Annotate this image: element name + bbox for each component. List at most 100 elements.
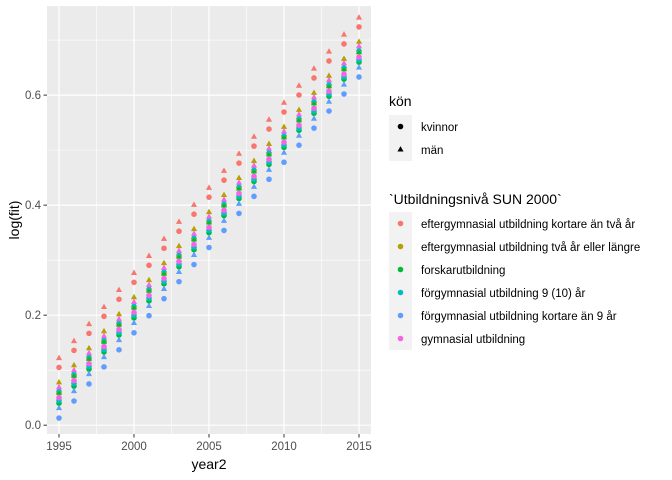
data-point — [100, 327, 108, 334]
data-point — [341, 91, 347, 97]
data-point — [265, 166, 273, 172]
data-point — [296, 122, 302, 129]
data-point — [205, 234, 213, 240]
data-point — [176, 258, 182, 265]
data-point — [295, 132, 303, 138]
data-point — [325, 76, 333, 83]
data-point — [280, 123, 288, 129]
data-point — [235, 174, 243, 181]
data-point — [281, 139, 287, 146]
y-axis-title: log(fit) — [6, 201, 22, 240]
data-point — [85, 355, 93, 361]
legend-label: förgymnasial utbildning kortare än 9 år — [421, 311, 617, 323]
data-point — [86, 381, 92, 387]
data-point — [206, 224, 212, 231]
data-point — [191, 261, 197, 268]
data-point — [355, 42, 363, 49]
data-point — [355, 48, 363, 55]
data-point — [281, 109, 287, 115]
data-point — [356, 74, 362, 80]
data-point — [220, 202, 228, 208]
data-point — [280, 128, 288, 134]
data-point — [130, 304, 138, 310]
data-point — [131, 329, 137, 336]
data-point — [175, 218, 183, 224]
legend-label: eftergymnasial utbildning två år eller l… — [421, 242, 640, 254]
x-tick-label: 2000 — [121, 441, 147, 453]
data-point — [235, 200, 243, 206]
data-point — [310, 93, 318, 100]
color-legend-keys: eftergymnasial utbildning kortare än två… — [389, 212, 640, 350]
data-point — [280, 99, 288, 105]
data-point — [355, 38, 363, 44]
data-point — [340, 62, 348, 68]
data-point — [191, 211, 197, 217]
x-tick-label: 2015 — [346, 441, 372, 453]
data-point — [340, 55, 348, 61]
shape-legend-title: kön — [389, 93, 412, 109]
legend-label: forskarutbildning — [421, 265, 505, 277]
data-point — [221, 227, 227, 234]
data-point — [175, 253, 183, 259]
data-point — [251, 143, 257, 149]
legend-key-color — [397, 312, 404, 319]
data-point — [341, 41, 347, 47]
data-point — [250, 162, 258, 168]
data-point — [296, 142, 302, 148]
data-point — [340, 59, 348, 66]
data-point — [146, 292, 152, 299]
data-point — [310, 65, 318, 71]
legend-key-color — [397, 266, 404, 273]
data-point — [70, 366, 78, 373]
x-axis-title: year2 — [191, 456, 226, 472]
data-point — [130, 293, 138, 300]
data-point — [190, 251, 198, 257]
legend-key-color — [397, 335, 404, 342]
data-point — [175, 247, 183, 253]
data-point — [70, 372, 78, 378]
data-point — [221, 177, 227, 183]
data-point — [55, 378, 63, 385]
data-point — [295, 116, 303, 123]
data-point — [205, 219, 213, 225]
legend-label: gymnasial utbildning — [421, 334, 525, 346]
data-point — [85, 349, 93, 356]
data-point — [280, 133, 288, 140]
data-point — [310, 115, 318, 121]
data-point — [115, 286, 123, 293]
data-point — [325, 82, 333, 89]
data-point — [326, 88, 332, 95]
data-point — [295, 82, 303, 88]
data-point — [265, 116, 273, 122]
data-point — [176, 278, 182, 285]
data-point — [235, 185, 243, 191]
data-point — [266, 126, 272, 132]
data-point — [236, 190, 242, 197]
data-point — [281, 159, 287, 166]
data-point — [71, 398, 77, 404]
y-tick-label: 0.2 — [25, 310, 41, 322]
data-point — [325, 48, 333, 54]
data-point — [266, 176, 272, 183]
data-point — [310, 89, 318, 95]
x-tick-label: 1995 — [46, 441, 72, 453]
data-point — [265, 140, 273, 146]
data-point — [86, 360, 92, 367]
data-point — [340, 65, 348, 72]
data-point — [85, 370, 93, 377]
data-point — [101, 343, 107, 350]
data-point — [145, 302, 153, 309]
axes: 1995 2000 2005 2010 2015 0.0 0.2 0.4 0.6 — [25, 90, 372, 453]
data-point — [190, 225, 198, 232]
data-point — [101, 364, 107, 370]
legend-key-color — [397, 289, 404, 296]
data-point — [146, 312, 152, 319]
data-point — [100, 353, 108, 360]
data-point — [311, 105, 317, 112]
data-point — [55, 404, 63, 411]
data-point — [236, 160, 242, 166]
data-point — [326, 58, 332, 64]
legend-label: kvinnor — [421, 122, 458, 134]
data-point — [220, 191, 228, 198]
data-point — [205, 213, 213, 219]
